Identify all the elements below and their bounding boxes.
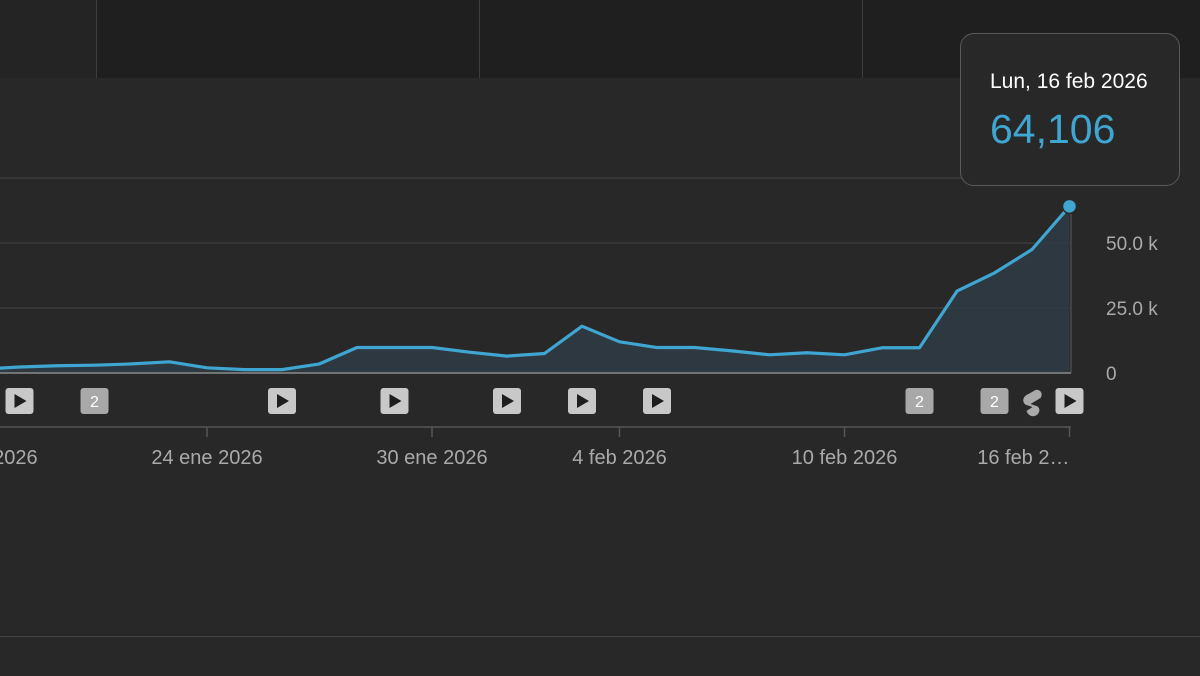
tooltip-date: Lun, 16 feb 2026 [990, 70, 1148, 93]
play-icon [577, 394, 589, 408]
upload-count-label: 2 [90, 394, 99, 411]
metric-tab[interactable] [480, 0, 862, 78]
play-icon [277, 394, 289, 408]
metric-tab[interactable] [97, 0, 479, 78]
upload-count-marker[interactable]: 2 [80, 388, 109, 414]
play-icon [502, 394, 514, 408]
upload-count-marker[interactable]: 2 [905, 388, 934, 414]
video-upload-marker[interactable] [1055, 388, 1084, 414]
y-tick-label: 0 [1106, 364, 1117, 385]
x-tick-label: 18 ene 2026 [0, 447, 38, 469]
video-upload-marker[interactable] [380, 388, 409, 414]
play-icon [389, 394, 402, 408]
video-upload-marker[interactable] [568, 388, 596, 414]
count-badge [980, 388, 1009, 414]
views-series-line[interactable] [0, 205, 1071, 372]
tooltip-value: 64,106 [990, 106, 1116, 152]
highlight-point[interactable] [1061, 198, 1078, 215]
count-badge [80, 388, 109, 414]
x-tick-label: 10 feb 2026 [792, 447, 898, 469]
metric-tab-area[interactable] [0, 0, 96, 78]
y-tick-label: 50.0 k [1106, 234, 1158, 255]
x-tick-label: 30 ene 2026 [376, 447, 487, 469]
shorts-marker[interactable] [1023, 389, 1042, 417]
upload-count-label: 2 [990, 394, 999, 411]
tab-divider [96, 0, 97, 78]
x-tick-label: 24 ene 2026 [151, 447, 262, 469]
upload-count-label: 2 [915, 394, 924, 411]
play-icon [14, 394, 27, 408]
count-badge [905, 388, 934, 414]
play-icon [652, 394, 664, 408]
tab-divider [862, 0, 863, 78]
video-upload-marker[interactable] [493, 388, 521, 414]
shorts-icon [1023, 389, 1042, 417]
upload-count-marker[interactable]: 2 [980, 388, 1009, 414]
video-upload-marker[interactable] [268, 388, 296, 414]
x-tick-label: 4 feb 2026 [572, 447, 667, 469]
play-icon [1064, 394, 1077, 408]
tab-divider [479, 0, 480, 78]
x-tick-label: 16 feb 2… [977, 447, 1069, 469]
panel-divider [0, 636, 1200, 637]
chart-tooltip: Lun, 16 feb 2026 64,106 [960, 33, 1180, 186]
y-tick-label: 25.0 k [1106, 299, 1158, 320]
video-upload-marker[interactable] [643, 388, 671, 414]
video-upload-marker[interactable] [5, 388, 34, 414]
views-area [0, 206, 1070, 373]
